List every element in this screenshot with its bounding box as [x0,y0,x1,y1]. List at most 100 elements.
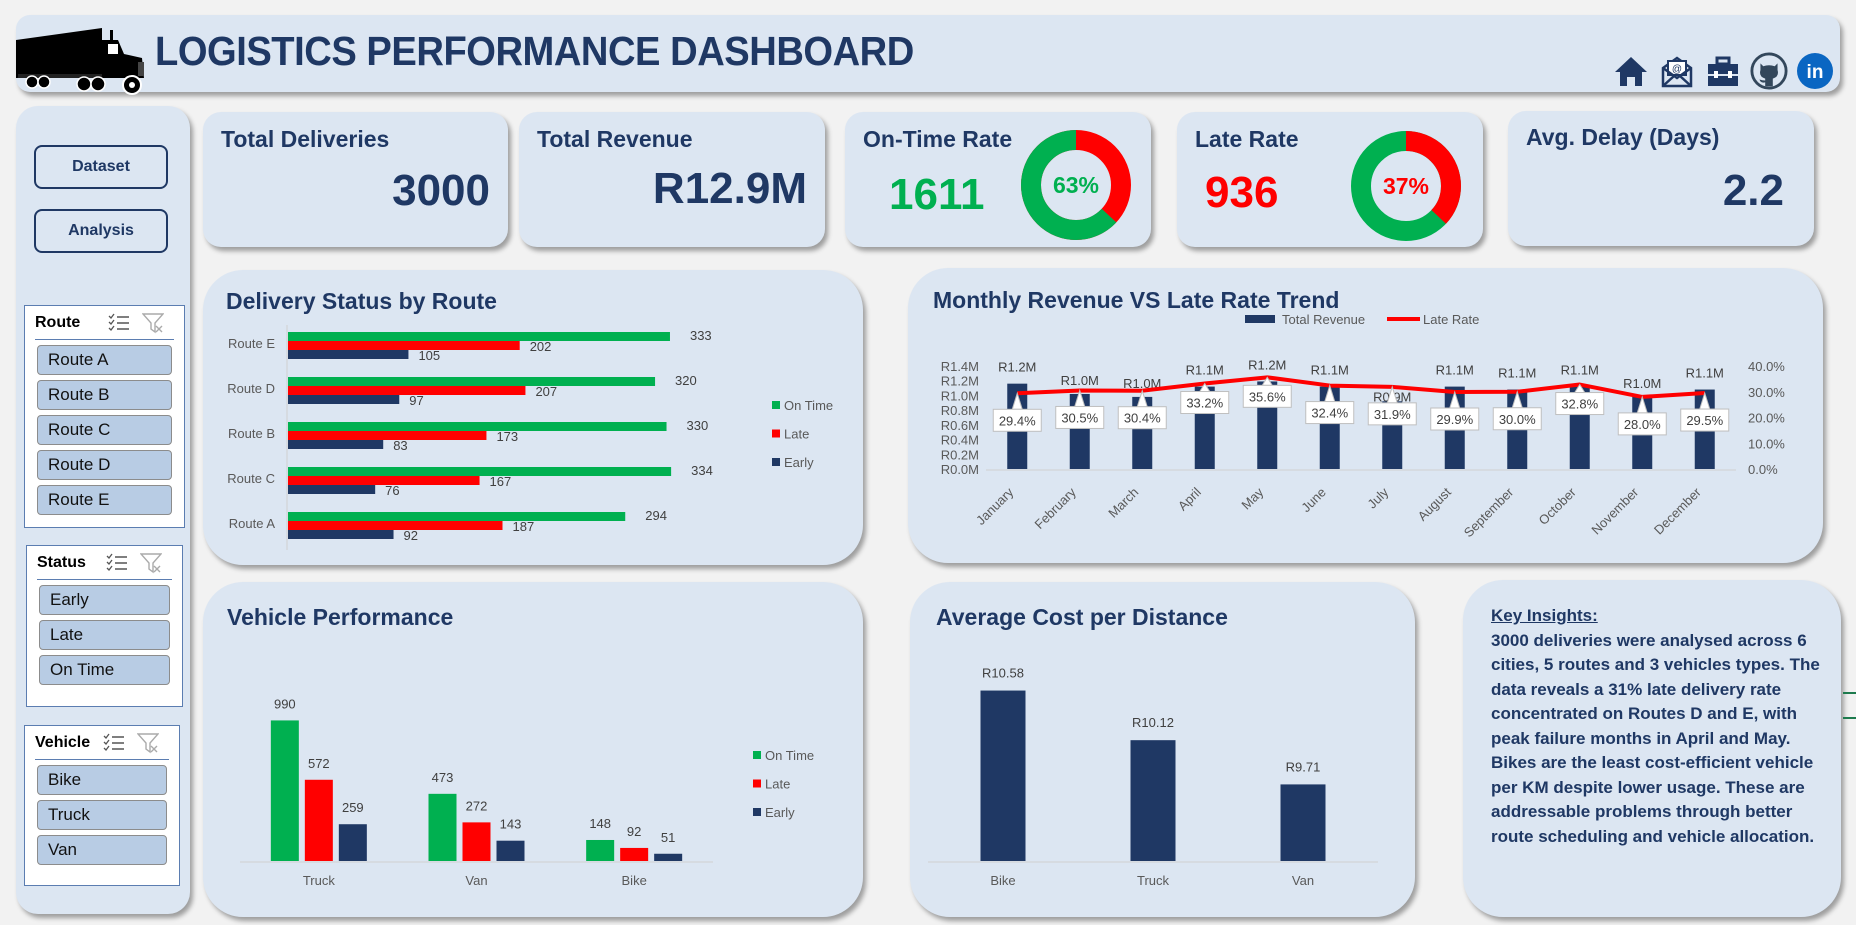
data-label: 148 [589,816,611,831]
data-label: 76 [385,483,399,498]
github-icon[interactable] [1750,52,1788,90]
slicer-item-route-c[interactable]: Route C [37,415,172,445]
clear-filter-icon[interactable] [140,312,166,334]
legend-swatch [772,429,780,438]
line-data-label: 32.8% [1561,397,1598,412]
bar-avg-cost [1280,784,1326,861]
kpi-label: Total Deliveries [221,126,390,152]
slicer-title: Vehicle [35,733,91,751]
category-label: Van [465,873,487,888]
slicer-item-route-b[interactable]: Route B [37,380,172,410]
chart-title: Average Cost per Distance [936,604,1228,630]
bar-early [288,395,400,404]
x-tick-label: March [1105,485,1141,521]
category-label: Route E [228,336,275,351]
callout-box [1617,412,1667,436]
callout-box [1367,402,1417,426]
legend-swatch [772,458,780,466]
line-data-label: 30.4% [1124,411,1161,426]
data-label: 105 [418,348,440,363]
chart-title: Vehicle Performance [227,604,454,630]
linkedin-icon[interactable]: in [1796,52,1834,90]
data-label: 187 [513,519,535,534]
line-data-label: 30.5% [1061,410,1098,425]
analysis-button[interactable]: Analysis [34,209,168,253]
slicer-item-route-d[interactable]: Route D [37,450,172,480]
slicer-item-truck[interactable]: Truck [37,800,167,830]
legend-swatch [1245,315,1275,323]
data-label: 51 [661,830,675,845]
kpi-late-rate: Late Rate 936 37% [1177,112,1483,247]
header-icon-bar: @ in [1612,52,1834,90]
line-late-rate [1017,375,1705,399]
key-insights-panel: Key Insights: 3000 deliveries were analy… [1463,580,1841,917]
bar-data-label: R1.1M [1561,363,1599,378]
x-tick-label: September [1461,484,1517,540]
slicer-item-early[interactable]: Early [39,585,170,615]
multi-select-icon[interactable] [101,732,127,754]
slicer-item-on-time[interactable]: On Time [39,655,170,685]
slicer-item-bike[interactable]: Bike [37,765,167,795]
avg-cost-panel: Average Cost per Distance R10.58 Bike R10.… [910,582,1415,917]
line-data-label: 29.9% [1436,412,1473,427]
category-label: Truck [303,873,336,888]
kpi-label: Total Revenue [537,126,693,152]
data-label: 83 [393,438,407,453]
line-data-label: 35.6% [1249,389,1286,404]
data-label: R9.71 [1286,759,1321,774]
slicer-header: Route [35,306,174,340]
data-label: 143 [500,817,522,832]
bar-on-time [288,422,667,431]
data-label: 272 [466,798,488,813]
clear-filter-icon[interactable] [138,552,164,574]
data-label: 294 [645,508,667,523]
kpi-value: 2.2 [1722,166,1784,215]
line-data-label: 32.4% [1311,406,1348,421]
chart-title: Delivery Status by Route [226,288,497,314]
home-icon[interactable] [1612,52,1650,90]
slicer-item-route-a[interactable]: Route A [37,345,172,375]
multi-select-icon[interactable] [104,552,130,574]
delivery-status-panel: Delivery Status by Route Route E 333 202 10… [203,270,863,565]
bar-data-label: R1.0M [1061,373,1099,388]
x-tick-label: June [1298,485,1329,516]
data-label: 202 [530,339,552,354]
y-left-tick: R0.4M [941,433,979,448]
y-left-tick: R1.4M [941,359,979,374]
svg-text:in: in [1807,62,1824,83]
y-left-tick: R0.2M [941,447,979,462]
dataset-button[interactable]: Dataset [34,145,168,189]
clear-filter-icon[interactable] [135,732,161,754]
bar-early [654,853,683,861]
data-label: 97 [409,393,423,408]
kpi-avg-delay: Avg. Delay (Days) 2.2 [1508,111,1814,246]
bar-data-label: R1.1M [1186,363,1224,378]
category-label: Bike [622,873,647,888]
status-slicer: Status Early Late On Time [26,545,183,707]
y-right-tick: 0.0% [1748,462,1778,477]
vehicle-performance-panel: Vehicle Performance 990 572 259 Truck 473 272… [203,582,863,917]
data-label: 330 [687,418,709,433]
slicer-item-van[interactable]: Van [37,835,167,865]
data-label: 333 [690,328,712,343]
route-slicer: Route Route A Route B Route C Route D Ro… [24,305,185,528]
slicer-item-route-e[interactable]: Route E [37,485,172,515]
y-right-tick: 10.0% [1748,436,1785,451]
bar-late [288,386,526,395]
legend-swatch [772,401,780,409]
kpi-value: 1611 [889,170,985,219]
vehicle-slicer: Vehicle Bike Truck Van [24,725,180,886]
bar-late [304,779,333,861]
legend-label: On Time [784,398,833,413]
line-data-label: 29.4% [999,413,1036,428]
slicer-item-late[interactable]: Late [39,620,170,650]
multi-select-icon[interactable] [106,312,132,334]
vehicle-performance-chart: 990 572 259 Truck 473 272 143 Van 148 92 51 Bike On … [240,696,814,888]
data-label: 207 [535,384,557,399]
callout-box [1555,392,1605,416]
donut-segment-late [1351,131,1461,241]
y-right-tick: 20.0% [1748,411,1785,426]
email-icon[interactable]: @ [1658,52,1696,90]
briefcase-icon[interactable] [1704,52,1742,90]
bar-avg-cost [1130,740,1176,861]
